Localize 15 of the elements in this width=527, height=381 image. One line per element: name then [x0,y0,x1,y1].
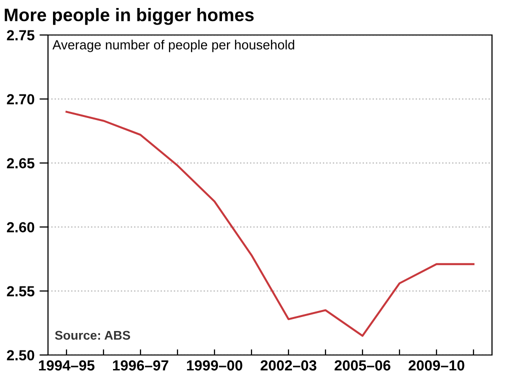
annotation: Source: ABS [55,330,130,340]
chart-title: More people in bigger homes [4,8,254,25]
y-tick-label: 2.75 [6,30,34,40]
x-tick-label: 1994–95 [39,360,94,371]
y-tick-label: 2.50 [6,350,34,360]
y-tick-label: 2.55 [6,286,34,296]
x-tick-label: 2009–10 [408,360,464,371]
chart-subtitle: Average number of people per household [52,40,294,52]
y-tick-label: 2.70 [6,94,34,104]
x-tick-label: 2005–06 [334,360,390,371]
y-tick-label: 2.60 [6,222,34,232]
y-tick-label: 2.65 [6,158,34,168]
x-tick-label: 1996–97 [113,360,168,371]
x-tick-label: 1999–00 [187,360,242,371]
x-tick-label: 2002–03 [260,360,316,371]
